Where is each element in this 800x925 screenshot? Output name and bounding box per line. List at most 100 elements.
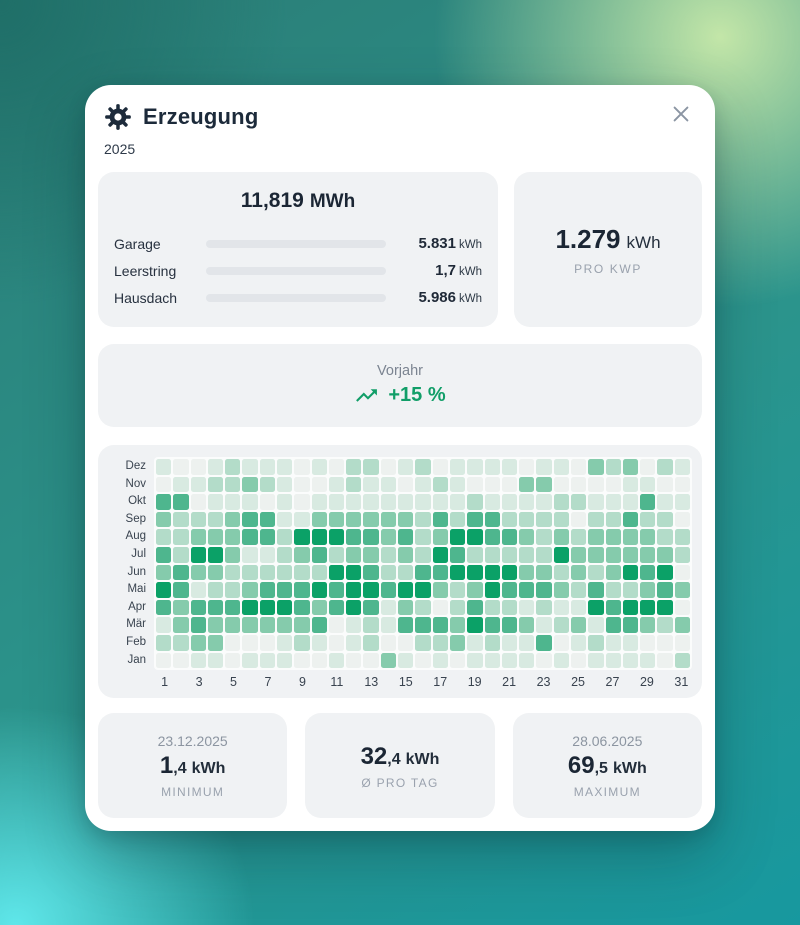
- heatmap-cell: [156, 529, 172, 545]
- heatmap-cell: [173, 459, 189, 475]
- string-unit: kWh: [459, 265, 482, 278]
- heatmap-cell: [363, 634, 379, 651]
- heatmap-cell: [640, 494, 656, 510]
- heatmap-cell: [311, 494, 327, 510]
- heatmap-cell: [588, 511, 604, 528]
- production-summary-card: 11,819 MWh Garage 5.831 kWh Leerstring 1,7…: [98, 172, 498, 327]
- heatmap-cell: [588, 564, 604, 581]
- heatmap-cell: [674, 564, 690, 581]
- heatmap-cell: [536, 617, 552, 633]
- heatmap-cell: [346, 564, 362, 581]
- heatmap-cell: [467, 564, 483, 581]
- heatmap-cell: [640, 511, 656, 528]
- heatmap-day-tick: [552, 675, 569, 689]
- heatmap-cell: [207, 634, 224, 651]
- heatmap-cell: [622, 564, 639, 581]
- heatmap-cell: [449, 511, 466, 528]
- heatmap-cell: [242, 582, 258, 598]
- heatmap-month-label: Mai: [127, 583, 146, 596]
- heatmap-cell: [432, 459, 448, 475]
- heatmap-cell: [570, 511, 587, 528]
- heatmap-cell: [259, 546, 276, 563]
- heatmap-cell: [536, 494, 552, 510]
- minimum-card: 23.12.2025 1,4 kWh MINIMUM: [98, 713, 288, 819]
- heatmap-cell: [380, 511, 397, 528]
- heatmap-cell: [622, 529, 639, 545]
- string-row-garage: Garage 5.831 kWh: [114, 230, 482, 257]
- heatmap-cell: [415, 529, 431, 545]
- heatmap-cell: [242, 652, 258, 669]
- heatmap-cell: [277, 546, 293, 563]
- heatmap-cell: [501, 476, 518, 493]
- heatmap-cell: [242, 494, 258, 510]
- string-value: 5.831: [418, 234, 456, 252]
- heatmap-cell: [484, 599, 500, 616]
- heatmap-cell: [449, 476, 466, 493]
- string-row-leerstring: Leerstring 1,7 kWh: [114, 257, 482, 284]
- heatmap-cell: [415, 476, 431, 493]
- heatmap-cell: [173, 599, 189, 616]
- progress-bar: [206, 266, 386, 275]
- heatmap-day-tick: 27: [605, 675, 620, 690]
- heatmap-cell: [570, 494, 587, 510]
- heatmap-cell: [484, 546, 500, 563]
- gear-icon: [104, 103, 132, 131]
- heatmap-cell: [501, 617, 518, 633]
- per-kwp-card: 1.279 kWh PRO KWP: [514, 172, 702, 327]
- heatmap-cell: [398, 529, 414, 545]
- heatmap-cell: [277, 582, 293, 598]
- heatmap-cell: [622, 546, 639, 563]
- heatmap-cell: [536, 476, 552, 493]
- heatmap-cell: [380, 599, 397, 616]
- heatmap-cell: [259, 494, 276, 510]
- heatmap-cell: [259, 476, 276, 493]
- heatmap-cell: [449, 546, 466, 563]
- heatmap-cell: [449, 564, 466, 581]
- previous-year-change: +15 %: [388, 384, 446, 406]
- heatmap-cell: [536, 634, 552, 651]
- heatmap-cell: [657, 564, 673, 581]
- heatmap-cell: [501, 634, 518, 651]
- heatmap-cell: [484, 652, 500, 669]
- heatmap-cell: [328, 529, 345, 545]
- heatmap-cell: [190, 529, 206, 545]
- trending-up-icon: [354, 383, 379, 408]
- heatmap-cell: [207, 546, 224, 563]
- close-button[interactable]: [668, 101, 694, 127]
- heatmap-month-label: Dez: [125, 460, 146, 472]
- heatmap-cell: [156, 511, 172, 528]
- heatmap-cell: [501, 599, 518, 616]
- heatmap-cell: [173, 582, 189, 598]
- dialog-header: Erzeugung: [98, 101, 702, 131]
- heatmap-cell: [432, 546, 448, 563]
- heatmap-cell: [432, 476, 448, 493]
- heatmap-cell: [346, 546, 362, 563]
- heatmap-month-labels: Dez Nov Okt Sep Aug Jul Jun Mai Apr Mär Feb Jan: [108, 457, 154, 670]
- heatmap-cell: [467, 652, 483, 669]
- heatmap-day-tick: 25: [571, 675, 585, 690]
- heatmap-cell: [536, 564, 552, 581]
- heatmap-cell: [363, 617, 379, 633]
- heatmap-cell: [225, 494, 241, 510]
- heatmap-cell: [346, 459, 362, 475]
- heatmap-cell: [173, 529, 189, 545]
- heatmap-cell: [190, 652, 206, 669]
- heatmap-cell: [380, 634, 397, 651]
- average-card: 32,4 kWh Ø PRO TAG: [305, 713, 495, 819]
- heatmap-cell: [605, 617, 621, 633]
- heatmap-day-tick: [656, 675, 673, 689]
- heatmap-cell: [519, 617, 535, 633]
- heatmap-day-tick: [277, 675, 294, 689]
- heatmap-cell: [622, 494, 639, 510]
- heatmap-cell: [311, 599, 327, 616]
- heatmap-day-tick: [449, 675, 466, 689]
- heatmap-cell: [363, 546, 379, 563]
- heatmap-cell: [346, 599, 362, 616]
- year-label: 2025: [104, 141, 136, 157]
- heatmap-cell: [570, 582, 587, 598]
- heatmap-cell: [588, 617, 604, 633]
- heatmap-cell: [415, 617, 431, 633]
- heatmap-cell: [467, 582, 483, 598]
- heatmap-cell: [190, 511, 206, 528]
